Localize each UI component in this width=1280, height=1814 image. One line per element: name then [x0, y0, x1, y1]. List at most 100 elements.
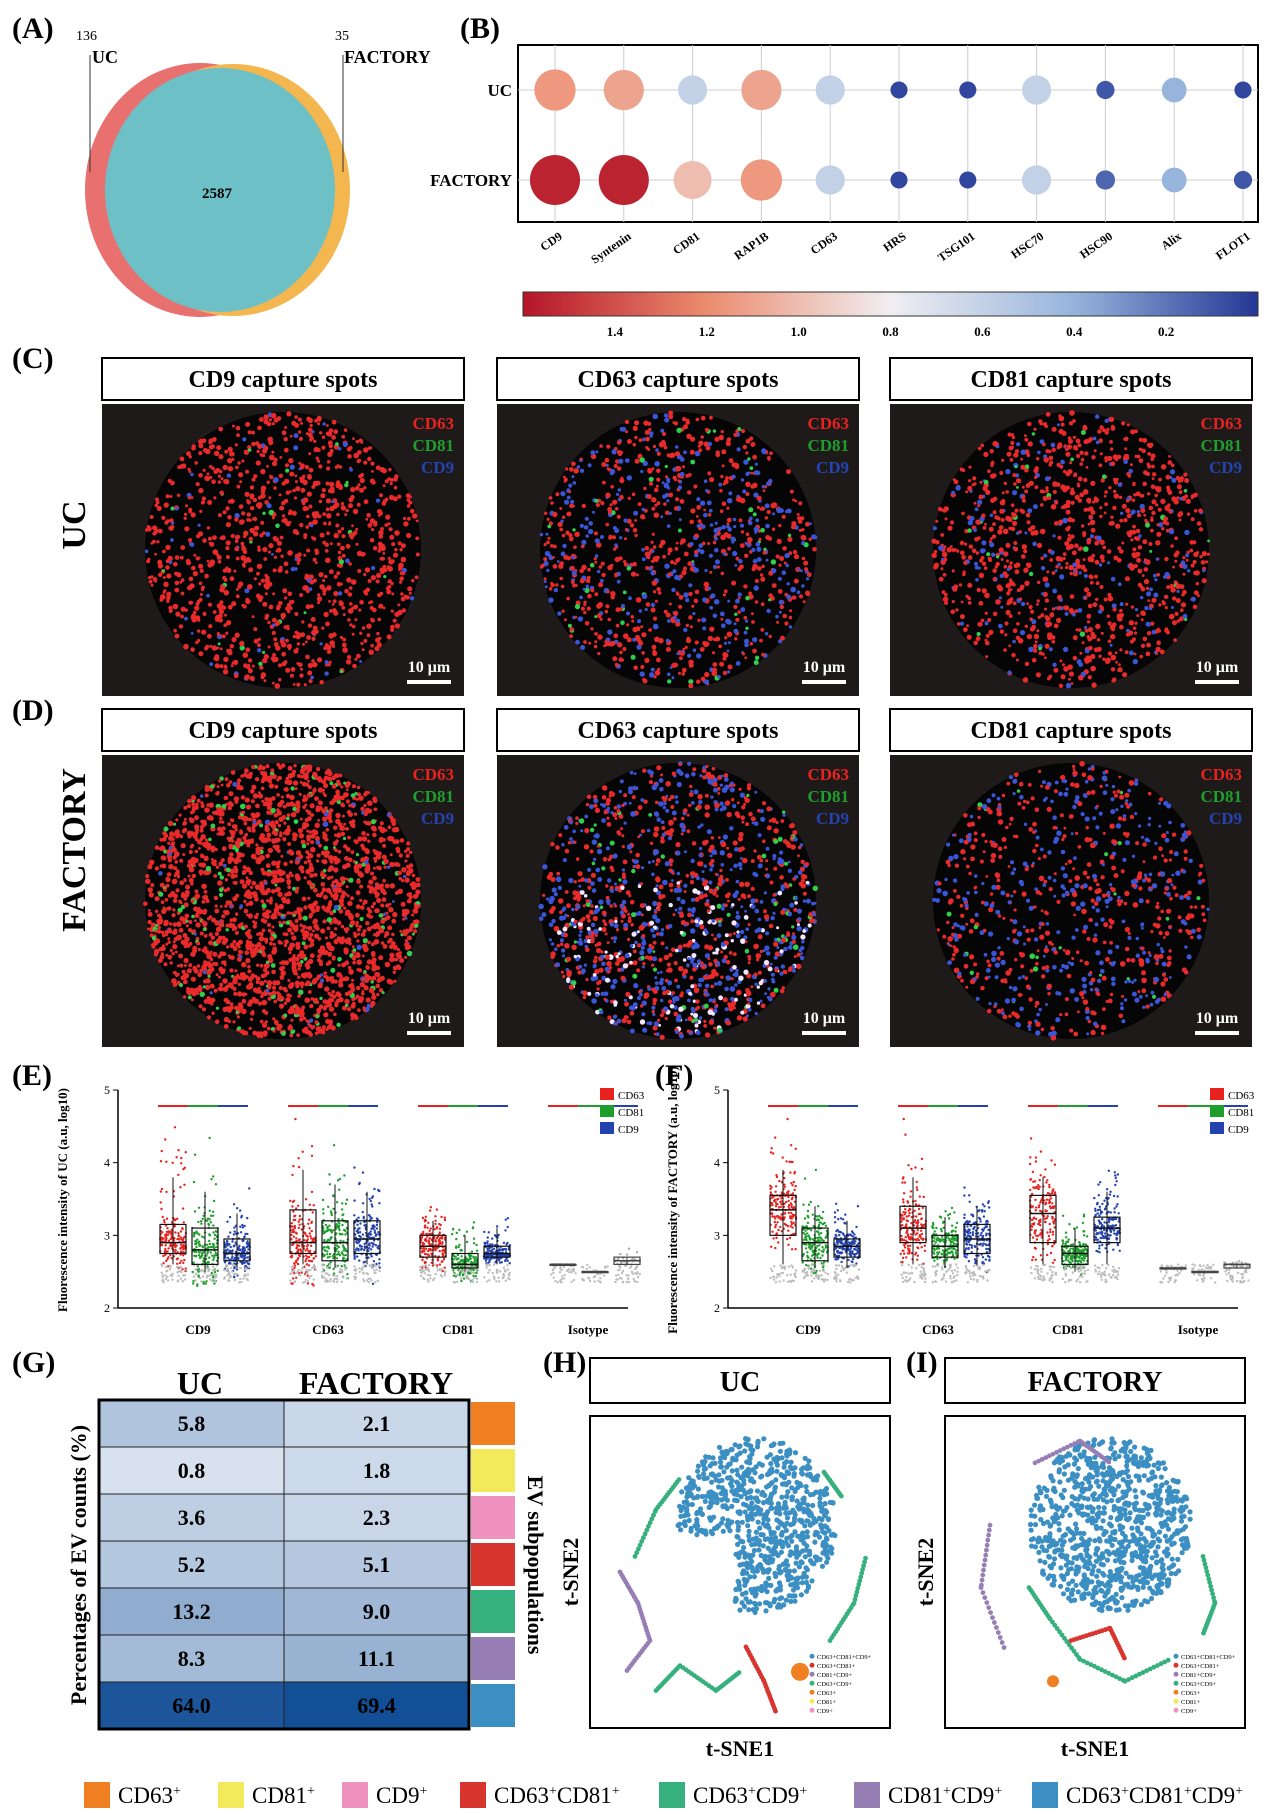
micrograph-spot	[293, 445, 299, 451]
micrograph-spot	[718, 482, 723, 487]
micrograph-spot	[358, 795, 364, 801]
micrograph-spot	[165, 494, 170, 499]
micrograph-spot	[1109, 447, 1114, 451]
micrograph-spot	[695, 515, 699, 518]
micrograph-spot	[626, 623, 630, 627]
micrograph-spot	[619, 478, 625, 484]
micrograph-spot	[763, 547, 767, 551]
micrograph-spot	[615, 607, 621, 613]
micrograph-spot	[713, 527, 719, 534]
micrograph-spot	[343, 906, 347, 910]
micrograph-spot	[562, 475, 566, 479]
micrograph-spot	[548, 587, 553, 591]
micrograph-spot	[367, 839, 371, 843]
micrograph-spot	[713, 599, 720, 605]
micrograph-spot	[276, 540, 282, 546]
micrograph-spot	[756, 495, 762, 501]
micrograph-spot	[342, 836, 347, 841]
micrograph-spot	[664, 563, 670, 569]
micrograph-spot	[733, 462, 740, 468]
micrograph-spot	[1184, 494, 1189, 498]
micrograph-spot	[1175, 583, 1181, 590]
micrograph-spot	[238, 519, 245, 525]
micrograph-spot	[1171, 510, 1174, 513]
micrograph-spot	[1026, 633, 1033, 640]
micrograph-spot	[1156, 640, 1161, 645]
micrograph-spot	[1133, 563, 1138, 569]
micrograph-spot	[173, 628, 177, 633]
micrograph-spot	[363, 460, 368, 465]
micrograph-spot	[163, 502, 169, 508]
micrograph-spot	[644, 607, 648, 612]
micrograph-spot	[198, 597, 203, 602]
micrograph-spot	[613, 464, 618, 468]
micrograph-spot	[573, 468, 579, 474]
micrograph-spot	[359, 916, 364, 922]
micrograph-spot	[353, 839, 357, 843]
micrograph-spot	[568, 483, 573, 488]
micrograph-spot	[183, 957, 189, 964]
micrograph-spot	[1117, 546, 1122, 551]
micrograph-spot	[1012, 601, 1017, 606]
micrograph-spot	[1059, 574, 1065, 580]
micrograph-spot	[162, 576, 166, 579]
micrograph-spot	[611, 449, 617, 455]
micrograph-spot	[1102, 545, 1107, 550]
micrograph-spot	[407, 516, 411, 521]
micrograph-spot	[559, 507, 563, 510]
micrograph-spot	[570, 565, 575, 571]
micrograph-spot	[293, 910, 298, 915]
micrograph-spot	[213, 988, 218, 993]
micrograph-spot	[1070, 682, 1074, 685]
micrograph-spot	[225, 928, 229, 932]
micrograph-spot	[165, 559, 170, 564]
micrograph-spot	[335, 523, 340, 528]
micrograph-spot	[951, 600, 955, 604]
micrograph-spot	[788, 625, 793, 629]
micrograph-spot	[1069, 490, 1076, 496]
micrograph-spot	[247, 965, 251, 969]
micrograph-spot	[743, 630, 748, 635]
micrograph-spot	[539, 533, 544, 537]
micrograph-spot	[234, 869, 239, 874]
micrograph-spot	[1121, 503, 1127, 509]
micrograph-spot	[306, 842, 310, 846]
micrograph-spot	[268, 509, 275, 516]
micrograph-spot	[707, 513, 712, 517]
micrograph-spot	[375, 498, 381, 503]
micrograph-spot	[201, 496, 207, 501]
micrograph-spot	[157, 929, 162, 934]
micrograph-spot	[327, 663, 331, 667]
micrograph-spot	[951, 569, 955, 573]
micrograph-spot	[233, 659, 239, 666]
micrograph-spot	[263, 414, 269, 420]
micrograph-spot	[1041, 592, 1045, 596]
micrograph-spot	[210, 935, 215, 940]
micrograph-spot	[349, 602, 353, 606]
micrograph-spot	[256, 571, 260, 576]
micrograph-spot	[188, 576, 194, 582]
micrograph-spot	[213, 646, 218, 651]
micrograph-spot	[571, 555, 575, 560]
micrograph-spot	[1019, 630, 1026, 636]
micrograph-spot	[1090, 653, 1096, 660]
micrograph-spot	[1043, 553, 1048, 558]
micrograph-spot	[184, 889, 190, 896]
micrograph-spot	[696, 497, 701, 502]
micrograph-spot	[327, 451, 333, 457]
micrograph-spot	[217, 642, 221, 646]
micrograph-spot	[183, 817, 187, 821]
micrograph-spot	[178, 624, 184, 629]
micrograph-spot	[1184, 478, 1190, 483]
micrograph-spot	[289, 1005, 295, 1012]
micrograph-spot	[166, 597, 170, 602]
micrograph-spot	[634, 533, 638, 538]
micrograph-spot	[1044, 424, 1049, 429]
micrograph-spot	[544, 585, 548, 589]
micrograph-spot	[672, 475, 677, 480]
micrograph-spot	[960, 600, 964, 604]
micrograph-spot	[985, 633, 990, 638]
micrograph-spot	[745, 595, 750, 601]
micrograph-title: CD9 capture spots	[189, 718, 378, 744]
micrograph-spot	[285, 606, 290, 611]
